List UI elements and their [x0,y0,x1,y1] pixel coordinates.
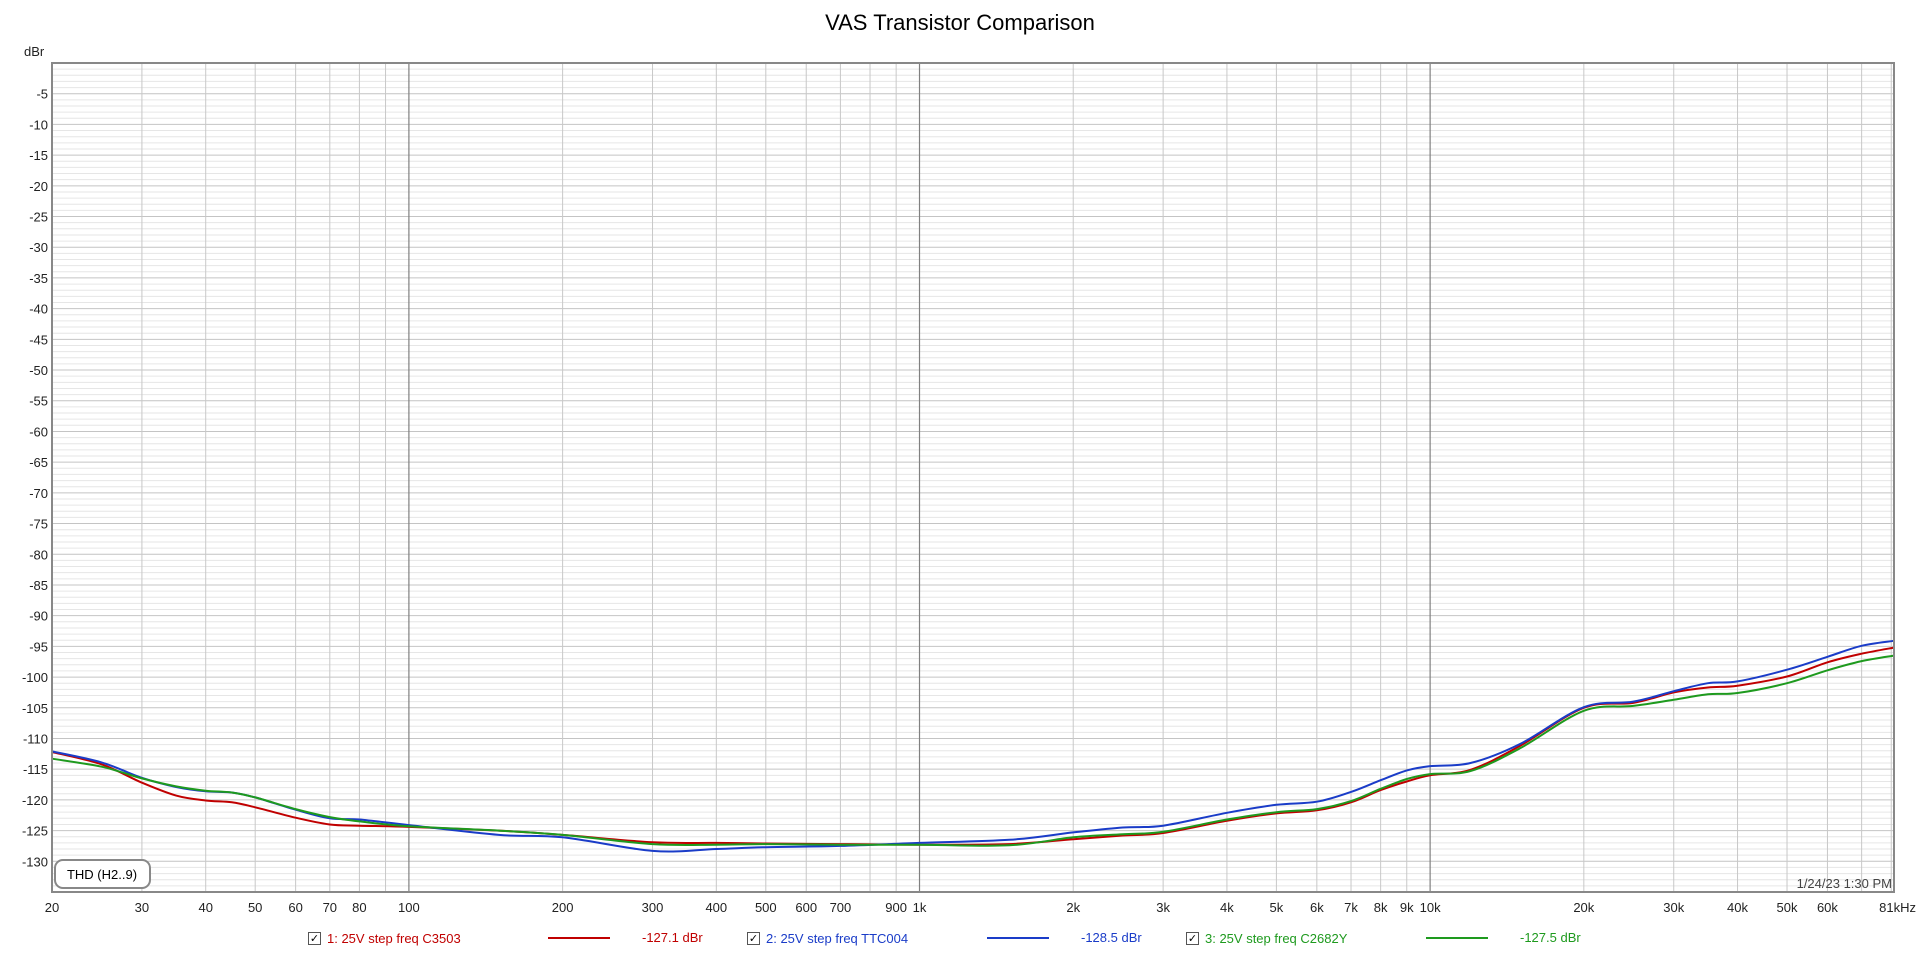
x-tick-label: 40 [198,900,212,915]
y-tick-label: -115 [23,762,48,777]
x-tick-label: 5k [1270,900,1284,915]
y-tick-label: -15 [29,148,48,163]
series-2-line [51,639,1895,853]
x-tick-label: 70 [323,900,337,915]
x-tick-label: 500 [755,900,777,915]
x-tick-label: 3k [1156,900,1170,915]
legend-item-3[interactable]: ✓ 3: 25V step freq C2682Y [1186,928,1347,948]
y-tick-label: -10 [29,117,48,132]
y-tick-label: -100 [22,670,48,685]
x-tick-label: 60k [1817,900,1838,915]
series-3-reading: -127.5 dBr [1520,930,1581,945]
series-3-label: 3: 25V step freq C2682Y [1205,930,1348,946]
series-3-line [51,654,1895,847]
y-tick-label: -55 [29,394,48,409]
series-1-swatch [548,937,610,939]
y-tick-label: -50 [29,363,48,378]
x-tick-label: 50 [248,900,262,915]
series-2-swatch [987,937,1049,939]
series-3-checkbox[interactable]: ✓ [1186,931,1199,945]
x-tick-label: 7k [1344,900,1358,915]
y-axis-unit: dBr [24,44,45,59]
x-tick-label: 200 [552,900,574,915]
y-tick-label: -75 [29,517,48,532]
series-1-label: 1: 25V step freq C3503 [327,930,461,946]
x-tick-label: 81kHz [1879,900,1916,915]
x-tick-label: 20 [45,900,59,915]
y-tick-label: -25 [29,210,48,225]
y-tick-label: -80 [29,547,48,562]
y-axis-ticks: -5 -10 -15 -20 -25 -30 -35 -40 -45 -50 -55 -60 -65 -7… [22,87,48,870]
x-tick-label: 10k [1420,900,1441,915]
y-tick-label: -120 [22,793,48,808]
y-tick-label: -40 [29,302,48,317]
series-2-checkbox[interactable]: ✓ [747,931,760,945]
series-2-reading: -128.5 dBr [1081,930,1142,945]
y-tick-label: -85 [29,578,48,593]
y-tick-label: -95 [29,639,48,654]
x-tick-label: 9k [1400,900,1414,915]
legend-item-2[interactable]: ✓ 2: 25V step freq TTC004 [747,928,908,948]
x-tick-label: 6k [1310,900,1324,915]
x-tick-label: 600 [795,900,817,915]
chart-title: VAS Transistor Comparison [825,10,1095,35]
x-tick-label: 30k [1663,900,1684,915]
series-1-checkbox[interactable]: ✓ [308,931,321,945]
y-tick-label: -5 [36,87,48,102]
y-tick-label: -110 [23,731,48,746]
grid [52,63,1894,892]
y-tick-label: -20 [29,179,48,194]
x-tick-label: 80 [352,900,366,915]
x-tick-label: 30 [135,900,149,915]
y-tick-label: -65 [29,455,48,470]
measurement-badge[interactable]: THD (H2..9) [54,859,151,889]
plot-frame [51,62,1895,893]
y-tick-label: -35 [29,271,48,286]
y-tick-label: -105 [22,701,48,716]
y-tick-label: -90 [29,609,48,624]
x-axis-ticks: 20 30 40 50 60 70 80 100 200 300 400 500 600 700 900 1k… [45,900,1916,915]
y-tick-label: -60 [29,424,48,439]
x-tick-label: 700 [830,900,852,915]
x-tick-label: 20k [1573,900,1594,915]
series-3-swatch [1426,937,1488,939]
x-tick-label: 8k [1374,900,1388,915]
y-tick-label: -30 [29,240,48,255]
x-tick-label: 1k [913,900,927,915]
y-tick-label: -125 [22,824,48,839]
y-tick-label: -130 [22,854,48,869]
x-tick-label: 60 [288,900,302,915]
x-tick-label: 900 [885,900,907,915]
series-1-reading: -127.1 dBr [642,930,703,945]
x-tick-label: 40k [1727,900,1748,915]
legend-item-1[interactable]: ✓ 1: 25V step freq C3503 [308,928,461,948]
x-tick-label: 2k [1066,900,1080,915]
badge-label: THD (H2..9) [67,867,137,882]
y-tick-label: -70 [29,486,48,501]
x-tick-label: 50k [1777,900,1798,915]
x-tick-label: 300 [642,900,664,915]
plot-series [51,639,1895,853]
x-tick-label: 4k [1220,900,1234,915]
y-tick-label: -45 [29,332,48,347]
x-tick-label: 400 [705,900,727,915]
legend: ✓ 1: 25V step freq C3503 -127.1 dBr ✓ 2:… [0,928,1920,950]
series-1-line [51,646,1895,846]
timestamp: 1/24/23 1:30 PM [1797,876,1892,891]
x-tick-label: 100 [398,900,420,915]
series-2-label: 2: 25V step freq TTC004 [766,930,909,946]
